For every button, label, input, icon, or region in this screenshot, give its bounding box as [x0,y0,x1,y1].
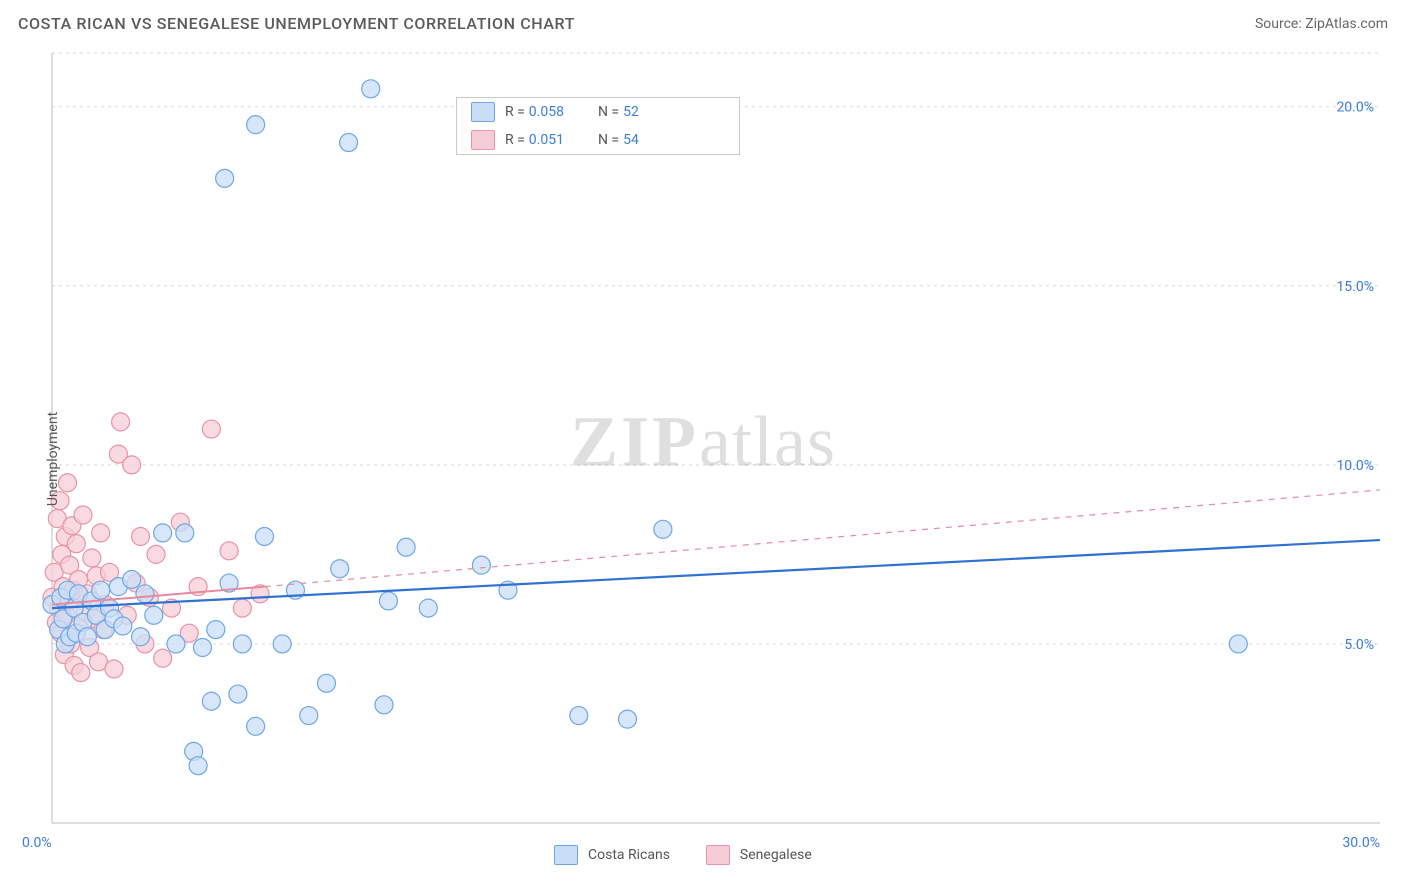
data-point [92,581,110,599]
data-point [419,599,437,617]
data-point [229,685,247,703]
legend-r: R =0.058 [505,104,564,120]
y-axis-label: Unemployment [45,412,61,506]
data-point [83,549,101,567]
y-tick-label: 20.0% [1336,100,1374,116]
data-point [147,545,165,563]
data-point [331,560,349,578]
data-point [123,570,141,588]
data-point [397,538,415,556]
data-point [207,621,225,639]
data-point [58,474,76,492]
data-point [78,628,96,646]
legend-n: N =52 [598,104,639,120]
y-tick-label: 15.0% [1336,279,1374,295]
legend-swatch [554,845,578,865]
stats-legend: R =0.058 N =52 R =0.051 N =54 [456,97,740,155]
data-point [132,527,150,545]
series-legend-item: Senegalese [700,843,818,867]
chart-header: COSTA RICAN VS SENEGALESE UNEMPLOYMENT C… [0,0,1406,43]
legend-swatch [706,845,730,865]
data-point [375,696,393,714]
data-point [472,556,490,574]
series-legend: Costa Ricans Senegalese [548,843,818,867]
chart-title: COSTA RICAN VS SENEGALESE UNEMPLOYMENT C… [18,14,575,33]
legend-swatch [471,130,495,150]
series-legend-item: Costa Ricans [548,843,676,867]
trend-line-extrapolated [264,490,1380,587]
data-point [300,707,318,725]
data-point [105,660,123,678]
data-point [340,134,358,152]
trend-line [52,540,1380,608]
x-tick-label: 30.0% [1342,835,1380,851]
stats-legend-row: R =0.058 N =52 [457,98,739,126]
stats-legend-row: R =0.051 N =54 [457,126,739,154]
data-point [654,520,672,538]
data-point [92,524,110,542]
data-point [1229,635,1247,653]
data-point [67,535,85,553]
data-point [216,169,234,187]
data-point [176,524,194,542]
data-point [570,707,588,725]
plot-area: Unemployment 5.0% 10.0% 15.0% 20.0% 0.0% 30.0… [0,43,1406,875]
data-point [233,635,251,653]
legend-r: R =0.051 [505,132,564,148]
series-label: Senegalese [740,847,812,863]
data-point [379,592,397,610]
data-point [154,649,172,667]
series-label: Costa Ricans [588,847,670,863]
data-point [247,717,265,735]
data-point [618,710,636,728]
data-point [114,617,132,635]
source-attribution: Source: ZipAtlas.com [1255,16,1388,32]
data-point [154,524,172,542]
y-tick-label: 10.0% [1336,458,1374,474]
data-point [247,116,265,134]
data-point [189,757,207,775]
data-point [273,635,291,653]
data-point [74,506,92,524]
y-tick-label: 5.0% [1344,637,1374,653]
data-point [362,80,380,98]
data-point [233,599,251,617]
data-point [167,635,185,653]
data-point [132,628,150,646]
legend-n: N =54 [598,132,639,148]
data-point [220,542,238,560]
data-point [72,664,90,682]
x-tick-label: 0.0% [22,835,52,851]
data-point [123,456,141,474]
data-point [202,420,220,438]
data-point [202,692,220,710]
data-point [194,639,212,657]
data-point [317,674,335,692]
data-point [136,585,154,603]
data-point [255,527,273,545]
legend-swatch [471,102,495,122]
data-point [145,606,163,624]
data-point [112,413,130,431]
scatter-chart: 5.0% 10.0% 15.0% 20.0% 0.0% 30.0% [0,43,1406,875]
